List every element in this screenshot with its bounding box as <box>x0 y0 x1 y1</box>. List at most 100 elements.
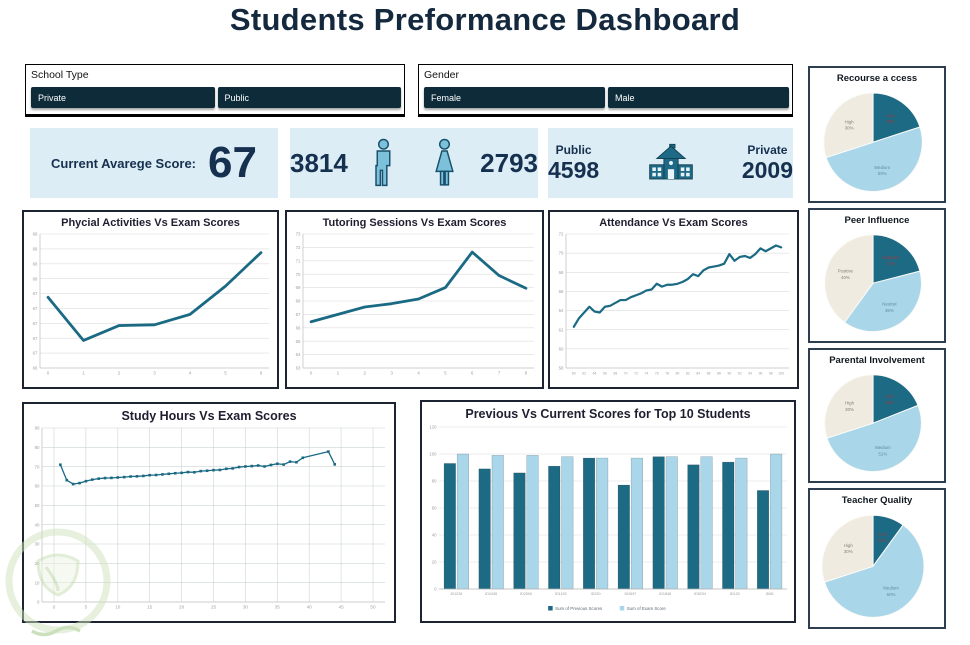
svg-text:68: 68 <box>296 299 301 304</box>
svg-text:65: 65 <box>296 339 301 344</box>
svg-text:80: 80 <box>35 445 40 450</box>
svg-text:94: 94 <box>748 372 752 376</box>
kpi-gender-counts-card: 3814 2793 <box>290 128 538 198</box>
svg-text:68: 68 <box>33 261 38 266</box>
svg-text:6: 6 <box>471 371 474 376</box>
svg-text:40%: 40% <box>841 275 850 280</box>
filter-private-button[interactable]: Private <box>31 87 215 108</box>
svg-text:High: High <box>845 401 855 406</box>
svg-text:72: 72 <box>559 232 564 237</box>
private-count-value: 2009 <box>741 156 793 183</box>
svg-text:60%: 60% <box>887 592 896 597</box>
svg-text:62: 62 <box>582 372 586 376</box>
svg-text:39%: 39% <box>885 308 894 313</box>
svg-text:68: 68 <box>559 270 564 275</box>
svg-text:68: 68 <box>33 246 38 251</box>
filter-female-button[interactable]: Female <box>424 87 605 108</box>
svg-text:80: 80 <box>432 479 437 484</box>
svg-text:50: 50 <box>370 605 376 610</box>
svg-text:70: 70 <box>624 372 628 376</box>
svg-text:64: 64 <box>296 352 301 357</box>
man-icon <box>375 138 391 187</box>
school-type-slicer-label: School Type <box>31 69 89 81</box>
svg-text:66: 66 <box>559 289 564 294</box>
svg-text:0: 0 <box>53 605 56 610</box>
svg-text:62: 62 <box>559 327 564 332</box>
svg-text:Low: Low <box>878 532 887 537</box>
svg-text:Low: Low <box>886 113 895 118</box>
svg-text:72: 72 <box>296 245 301 250</box>
filter-male-button[interactable]: Male <box>608 87 789 108</box>
svg-text:66: 66 <box>603 372 607 376</box>
svg-text:Low: Low <box>885 394 894 399</box>
svg-text:72: 72 <box>634 372 638 376</box>
svg-text:73: 73 <box>296 232 301 237</box>
svg-text:7: 7 <box>498 371 501 376</box>
svg-text:67: 67 <box>33 321 38 326</box>
svg-text:35: 35 <box>275 605 281 610</box>
svg-text:3: 3 <box>153 371 156 376</box>
teacher-quality-pie-title: Teacher Quality <box>841 495 913 506</box>
school-type-options: Private Public <box>31 87 401 108</box>
attendance-chart-panel: Attendance Vs Exam Scores 72 70 68 66 64 62 60… <box>548 210 799 389</box>
svg-text:ID1846: ID1846 <box>659 592 671 596</box>
svg-text:51%: 51% <box>878 451 887 456</box>
parental-involvement-pie-title: Parental Involvement <box>829 355 925 366</box>
svg-text:78: 78 <box>665 372 669 376</box>
page-title: Students Preformance Dashboard <box>229 2 741 37</box>
svg-text:70: 70 <box>296 272 301 277</box>
gender-slicer: Gender Female Male <box>418 64 793 117</box>
svg-text:Positive: Positive <box>838 269 854 274</box>
svg-text:0: 0 <box>37 600 40 605</box>
svg-text:82: 82 <box>686 372 690 376</box>
svg-text:88: 88 <box>717 372 721 376</box>
public-label: Public <box>555 142 592 157</box>
svg-text:30%: 30% <box>845 126 854 131</box>
svg-text:30: 30 <box>35 542 40 547</box>
study-hours-chart-title: Study Hours Vs Exam Scores <box>121 409 297 423</box>
svg-text:40: 40 <box>307 605 313 610</box>
svg-text:63: 63 <box>296 366 301 371</box>
svg-text:67: 67 <box>33 306 38 311</box>
svg-text:58: 58 <box>559 366 564 371</box>
svg-text:80: 80 <box>676 372 680 376</box>
school-icon <box>648 143 693 180</box>
gender-slicer-label: Gender <box>424 69 460 81</box>
svg-text:60: 60 <box>572 372 576 376</box>
physical-activities-chart-panel: Phycial Activities Vs Exam Scores 68 68 68… <box>22 210 279 389</box>
gender-options: Female Male <box>424 87 789 108</box>
svg-text:66: 66 <box>296 325 301 330</box>
svg-text:ID5204: ID5204 <box>694 592 706 596</box>
svg-text:86: 86 <box>707 372 711 376</box>
svg-text:5: 5 <box>444 371 447 376</box>
peer-influence-pie-panel: Peer Influence Negative 21% Neutral 39% Posi… <box>808 208 946 343</box>
svg-text:67: 67 <box>33 351 38 356</box>
svg-text:68: 68 <box>33 276 38 281</box>
svg-text:Negative: Negative <box>882 255 900 260</box>
tutoring-sessions-chart-title: Tutoring Sessions Vs Exam Scores <box>322 217 507 229</box>
svg-text:10: 10 <box>35 580 40 585</box>
kpi-average-score-card: Current Avarege Score: 67 <box>30 128 278 198</box>
svg-text:20: 20 <box>432 560 437 565</box>
peer-influence-pie-title: Peer Influence <box>844 215 910 226</box>
svg-text:20%: 20% <box>886 119 895 124</box>
parental-involvement-pie-panel: Parental Involvement Low 19% Medium 51% High… <box>808 348 946 483</box>
svg-text:70: 70 <box>35 464 40 469</box>
svg-text:90: 90 <box>35 426 40 431</box>
kpi-average-score-label: Current Avarege Score: <box>51 155 197 171</box>
svg-text:60: 60 <box>559 346 564 351</box>
attendance-chart-canvas: 72 70 68 66 64 62 60 58 60 62 64 66 68 70 72 74 76 78 80 82… <box>559 232 789 376</box>
svg-text:4: 4 <box>417 371 420 376</box>
svg-text:69: 69 <box>296 285 301 290</box>
resource-access-pie-panel: Recourse a ccess Low 20% Medium 50% High 30% <box>808 66 946 203</box>
svg-text:1: 1 <box>337 371 340 376</box>
filter-public-button[interactable]: Public <box>217 87 401 108</box>
svg-text:40: 40 <box>35 522 40 527</box>
svg-text:ID1226: ID1226 <box>450 592 462 596</box>
svg-text:8: 8 <box>525 371 528 376</box>
